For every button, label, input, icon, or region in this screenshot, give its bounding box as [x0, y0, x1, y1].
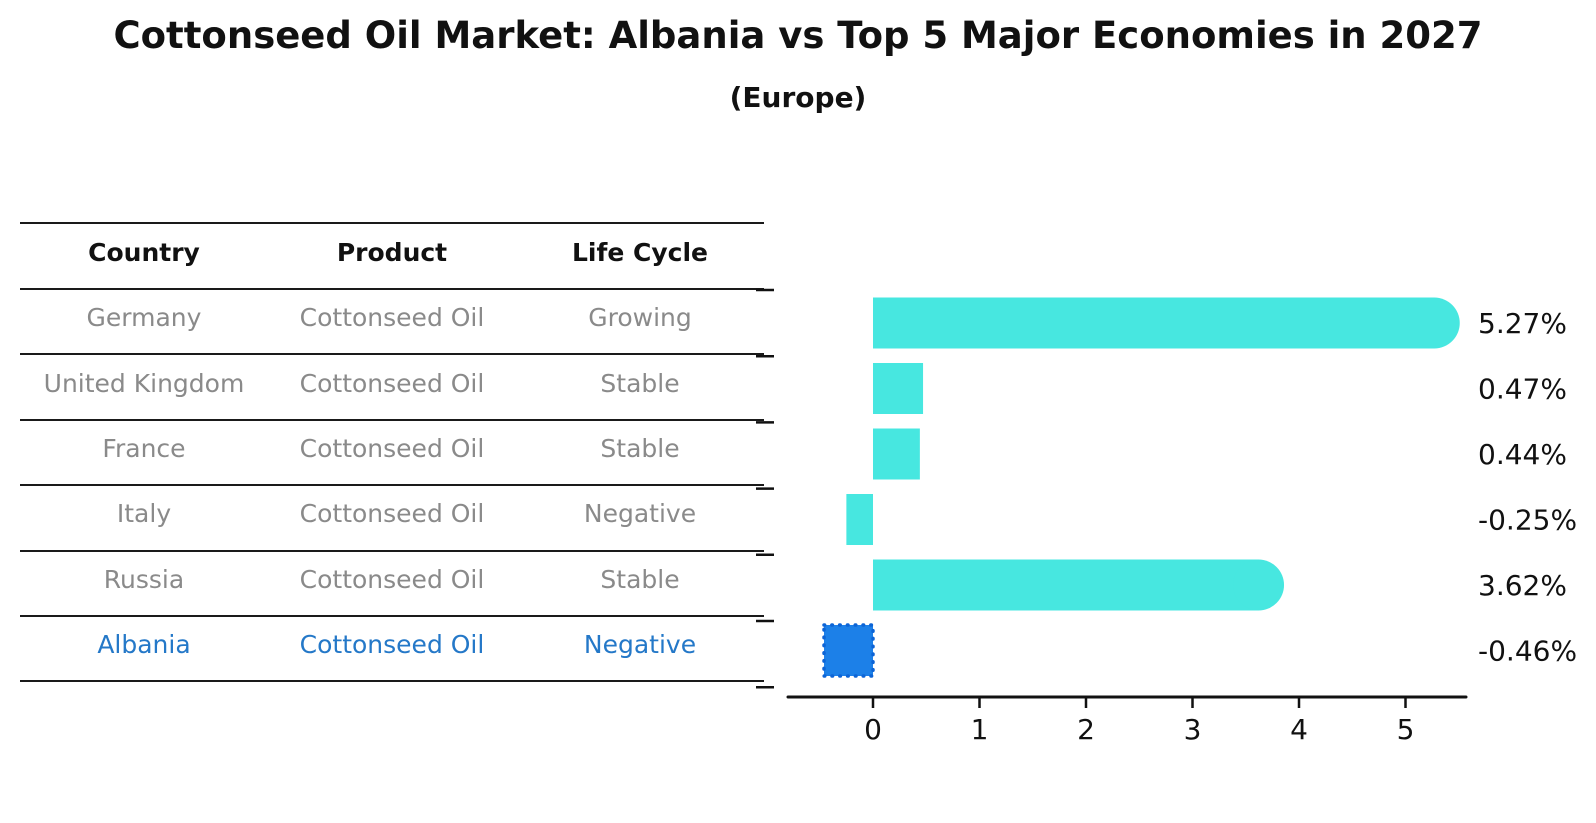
x-tick-label: 3: [1184, 713, 1202, 746]
table-header-country: Country: [88, 237, 200, 267]
cell-country: Italy: [116, 499, 172, 529]
bar-chart: 5.27% 0.47% 0.44% -0.25% 3.62% -0.46% 0 1 2 3 4 5: [756, 288, 1577, 746]
table-header-life-cycle: Life Cycle: [571, 237, 709, 267]
bar-france: [873, 428, 920, 480]
value-label-italy: -0.25%: [1478, 504, 1577, 537]
cell-product: Cottonseed Oil: [299, 368, 485, 398]
value-label-united-kingdom: 0.47%: [1478, 373, 1567, 406]
value-label-france: 0.44%: [1478, 438, 1567, 471]
bar-russia: [873, 559, 1259, 611]
x-tick-label: 1: [971, 713, 989, 746]
table-header-product: Product: [336, 237, 448, 267]
bar-germany-round-cap: [1408, 297, 1460, 349]
cell-product: Cottonseed Oil: [299, 564, 485, 594]
cell-product: Cottonseed Oil: [299, 499, 485, 529]
bar-united-kingdom: [873, 363, 924, 414]
cell-life-cycle: Growing: [588, 303, 692, 333]
table-row-russia: Russia Cottonseed Oil Stable: [20, 552, 764, 617]
cell-life-cycle: Negative: [583, 499, 697, 529]
cell-country: Russia: [103, 564, 185, 594]
cell-product: Cottonseed Oil: [299, 303, 485, 333]
cell-life-cycle: Stable: [600, 368, 680, 398]
x-tick-label: 5: [1397, 713, 1415, 746]
table-row-italy: Italy Cottonseed Oil Negative: [20, 486, 764, 552]
x-tick-label: 0: [864, 713, 882, 746]
cell-product: Cottonseed Oil: [299, 433, 485, 463]
cell-country: United Kingdom: [43, 368, 245, 398]
cell-life-cycle: Stable: [600, 433, 680, 463]
table-header-row: Country Product Life Cycle: [20, 222, 764, 290]
cell-life-cycle: Negative: [583, 630, 697, 660]
bar-albania: [822, 623, 875, 678]
bar-italy: [846, 494, 873, 545]
table-row-albania: Albania Cottonseed Oil Negative: [20, 617, 764, 683]
cell-product: Cottonseed Oil: [299, 630, 485, 660]
cell-country: Germany: [86, 303, 202, 333]
table-row-united-kingdom: United Kingdom Cottonseed Oil Stable: [20, 355, 764, 421]
table-row-germany: Germany Cottonseed Oil Growing: [20, 290, 764, 356]
chart-subtitle: (Europe): [729, 81, 867, 114]
cell-country: Albania: [97, 630, 191, 660]
value-label-russia: 3.62%: [1478, 569, 1567, 602]
value-label-germany: 5.27%: [1478, 307, 1567, 340]
x-tick-label: 4: [1290, 713, 1308, 746]
chart-title: Cottonseed Oil Market: Albania vs Top 5 …: [113, 14, 1483, 57]
cell-life-cycle: Stable: [600, 564, 680, 594]
table-row-france: France Cottonseed Oil Stable: [20, 421, 764, 487]
bar-germany: [873, 297, 1435, 349]
x-tick-label: 2: [1077, 713, 1095, 746]
cell-country: France: [102, 433, 186, 463]
value-label-albania: -0.46%: [1478, 635, 1577, 668]
bar-russia-round-cap: [1233, 559, 1285, 611]
